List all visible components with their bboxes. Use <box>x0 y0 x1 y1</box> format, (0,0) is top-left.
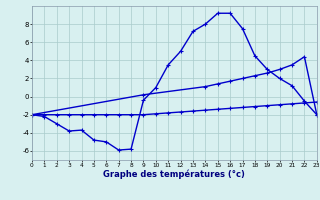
X-axis label: Graphe des températures (°c): Graphe des températures (°c) <box>103 169 245 179</box>
